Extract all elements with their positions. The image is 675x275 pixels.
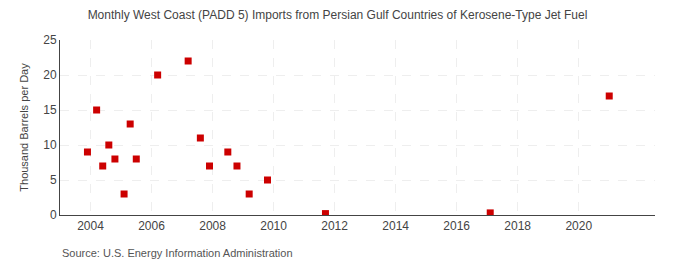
svg-text:2004: 2004 — [77, 219, 104, 233]
svg-text:25: 25 — [43, 33, 57, 47]
svg-text:Monthly West Coast (PADD 5) Im: Monthly West Coast (PADD 5) Imports from… — [88, 8, 588, 22]
svg-text:Thousand Barrels per Day: Thousand Barrels per Day — [18, 63, 30, 192]
svg-text:2018: 2018 — [504, 219, 531, 233]
svg-text:Source: U.S. Energy Informatio: Source: U.S. Energy Information Administ… — [62, 247, 293, 259]
svg-text:2008: 2008 — [199, 219, 226, 233]
svg-text:10: 10 — [43, 138, 57, 152]
svg-text:2010: 2010 — [260, 219, 287, 233]
svg-text:2016: 2016 — [443, 219, 470, 233]
svg-text:2006: 2006 — [138, 219, 165, 233]
svg-text:2014: 2014 — [382, 219, 409, 233]
svg-text:5: 5 — [50, 173, 57, 187]
svg-text:2020: 2020 — [565, 219, 592, 233]
svg-text:15: 15 — [43, 103, 57, 117]
svg-text:2012: 2012 — [321, 219, 348, 233]
svg-text:0: 0 — [50, 208, 57, 222]
svg-text:20: 20 — [43, 68, 57, 82]
